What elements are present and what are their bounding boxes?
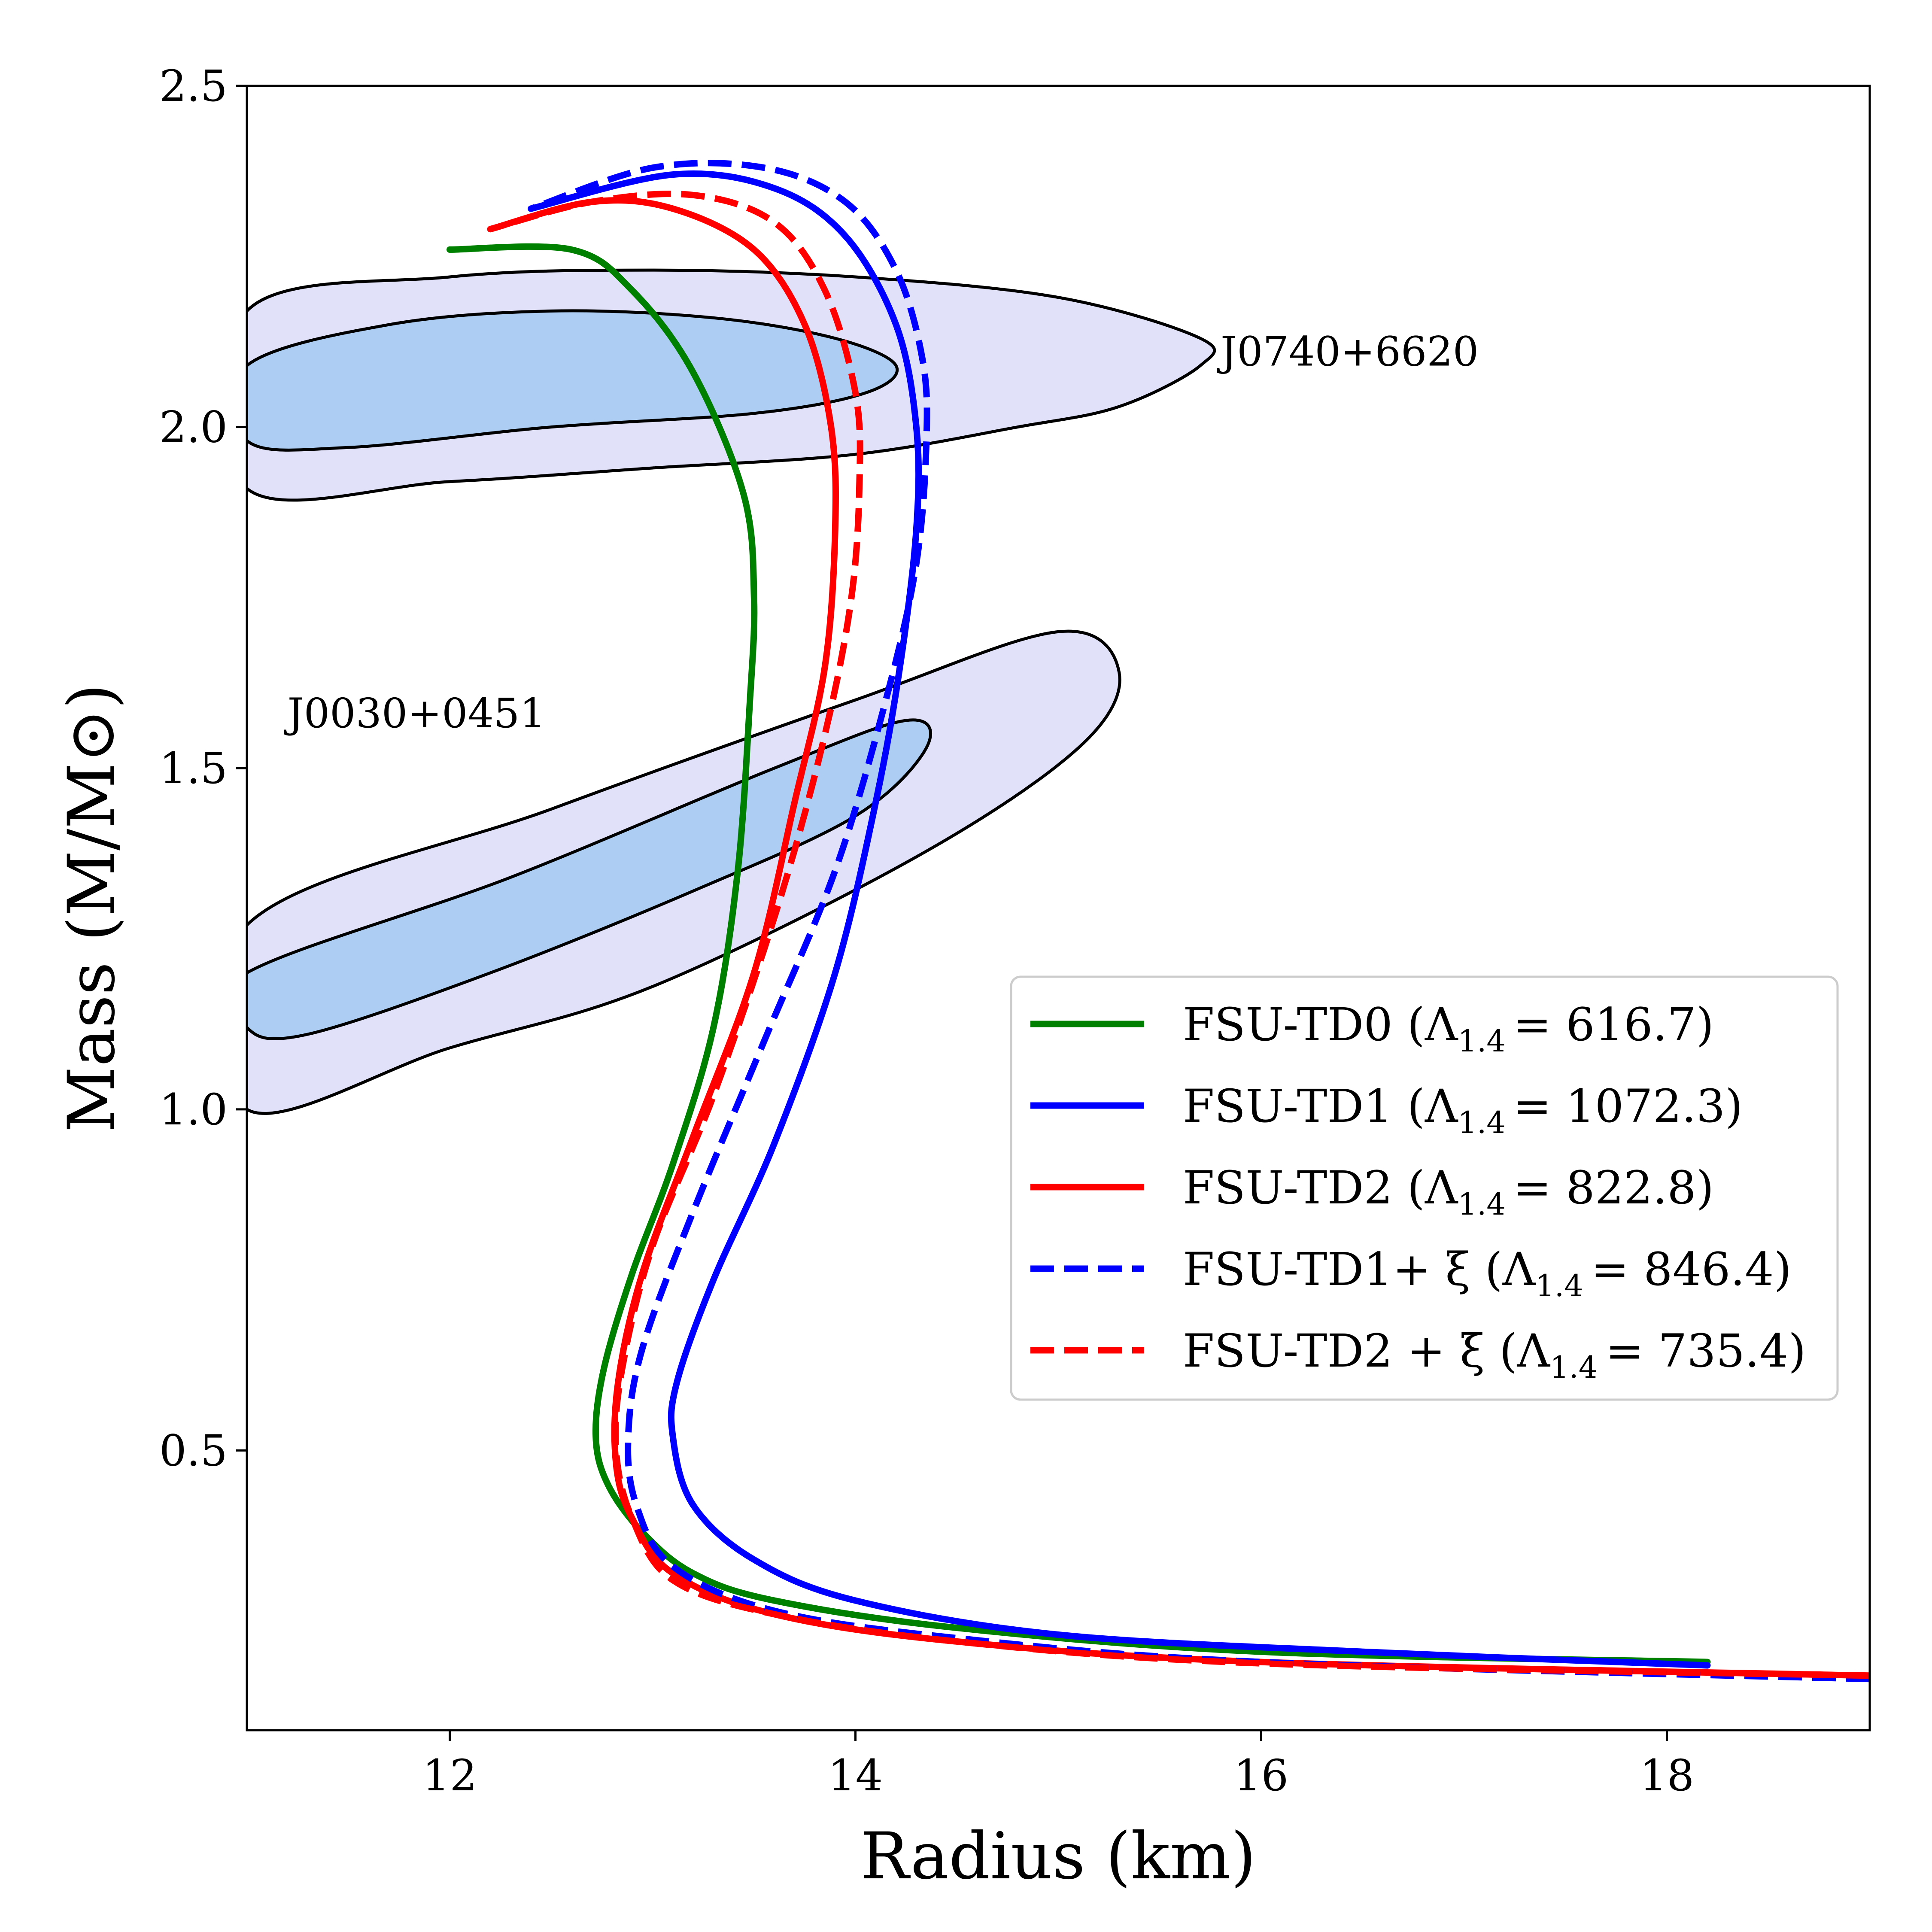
legend-label: FSU-TD2 (Λ1.4 = 822.8) [1183,1161,1714,1222]
region-inner-j0740-6620 [247,309,899,452]
series-line-2 [528,170,1711,1669]
axis-ticks: 12 14 16 18 0.5 1.0 1.5 2.0 2.5 [159,61,1694,1801]
legend-label: FSU-TD2 + ξ (Λ1.4 = 735.4) [1183,1324,1806,1385]
region-annotation: J0740+6620 [1217,328,1479,376]
series-lines [447,160,1870,1683]
y-tick-label: 2.0 [159,402,228,453]
x-tick-label: 14 [828,1750,883,1801]
x-tick-label: 12 [422,1750,477,1801]
legend-box [1010,975,1839,1401]
region-inner-j0030-0451 [247,718,933,1041]
legend: FSU-TD0 (Λ1.4 = 616.7) FSU-TD1 (Λ1.4 = 1072… [1010,975,1839,1401]
confidence-regions [247,268,1216,1115]
series-line-4 [530,160,1870,1683]
region-annotations: J0740+6620 J0030+0451 [284,328,1479,737]
legend-label: FSU-TD0 (Λ1.4 = 616.7) [1183,998,1714,1059]
y-tick-label: 0.5 [159,1425,228,1476]
series-line-1 [447,243,1711,1665]
x-axis-label: Radius (km) [860,1819,1256,1894]
plot-frame [246,85,1871,1732]
x-tick-label: 16 [1234,1750,1288,1801]
series-line-5 [489,191,1870,1679]
region-annotation: J0030+0451 [284,690,546,737]
y-axis-label: Mass (M/M⊙) [55,683,129,1132]
x-tick-label: 18 [1640,1750,1694,1801]
y-tick-label: 2.5 [159,61,228,111]
y-tick-label: 1.0 [159,1084,228,1135]
legend-label: FSU-TD1+ ξ (Λ1.4 = 846.4) [1183,1243,1792,1303]
legend-label: FSU-TD1 (Λ1.4 = 1072.3) [1183,1080,1743,1140]
y-tick-label: 1.5 [159,743,228,793]
